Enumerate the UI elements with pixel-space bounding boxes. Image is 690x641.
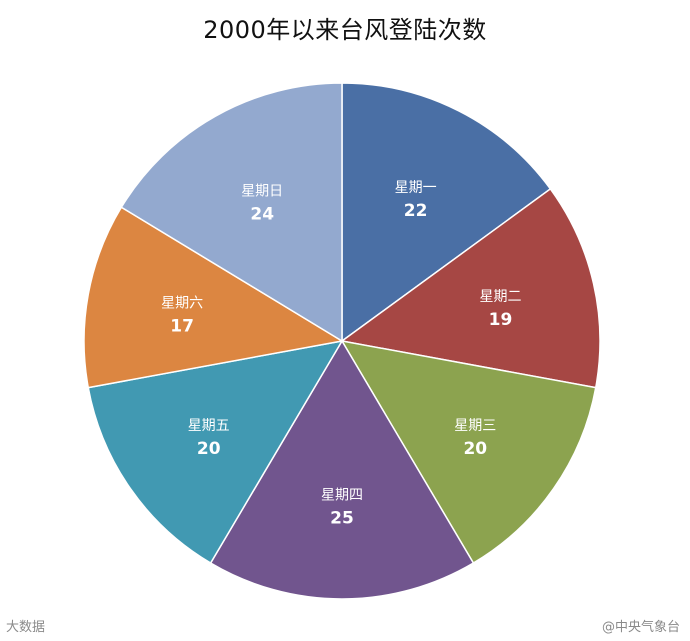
slice-value-label: 19: [489, 310, 513, 330]
slice-category-label: 星期一: [395, 180, 437, 196]
pie-labels: 星期一 22 星期二 19 星期三 20 星期四 25 星期五 20 星期六 17 星期日 24: [161, 180, 521, 528]
slice-value-label: 20: [463, 439, 487, 459]
pie-slice: [341, 82, 552, 343]
slice-value-label: 20: [197, 439, 221, 459]
pie-slice: [340, 187, 601, 389]
slice-category-label: 星期五: [188, 418, 230, 434]
watermark-right: @中央气象台: [601, 620, 680, 635]
slice-category-label: 星期日: [241, 183, 283, 199]
slice-category-label: 星期六: [161, 296, 203, 312]
pie-slice: [209, 339, 475, 600]
slice-value-label: 22: [404, 201, 428, 221]
slice-category-label: 星期四: [321, 488, 363, 504]
pie-slice: [340, 339, 597, 565]
slice-value-label: 24: [250, 204, 274, 224]
slice-value-label: 25: [330, 509, 354, 529]
slice-value-label: 17: [170, 317, 194, 337]
pie-slice: [120, 82, 343, 343]
pie-slice: [83, 206, 345, 389]
pie-slices: [83, 82, 601, 600]
watermark-left: 大数据: [6, 620, 46, 635]
pie-slice: [87, 339, 344, 565]
chart-title: 2000年以来台风登陆次数: [203, 16, 487, 44]
slice-category-label: 星期三: [454, 418, 496, 434]
slice-category-label: 星期二: [480, 289, 522, 305]
